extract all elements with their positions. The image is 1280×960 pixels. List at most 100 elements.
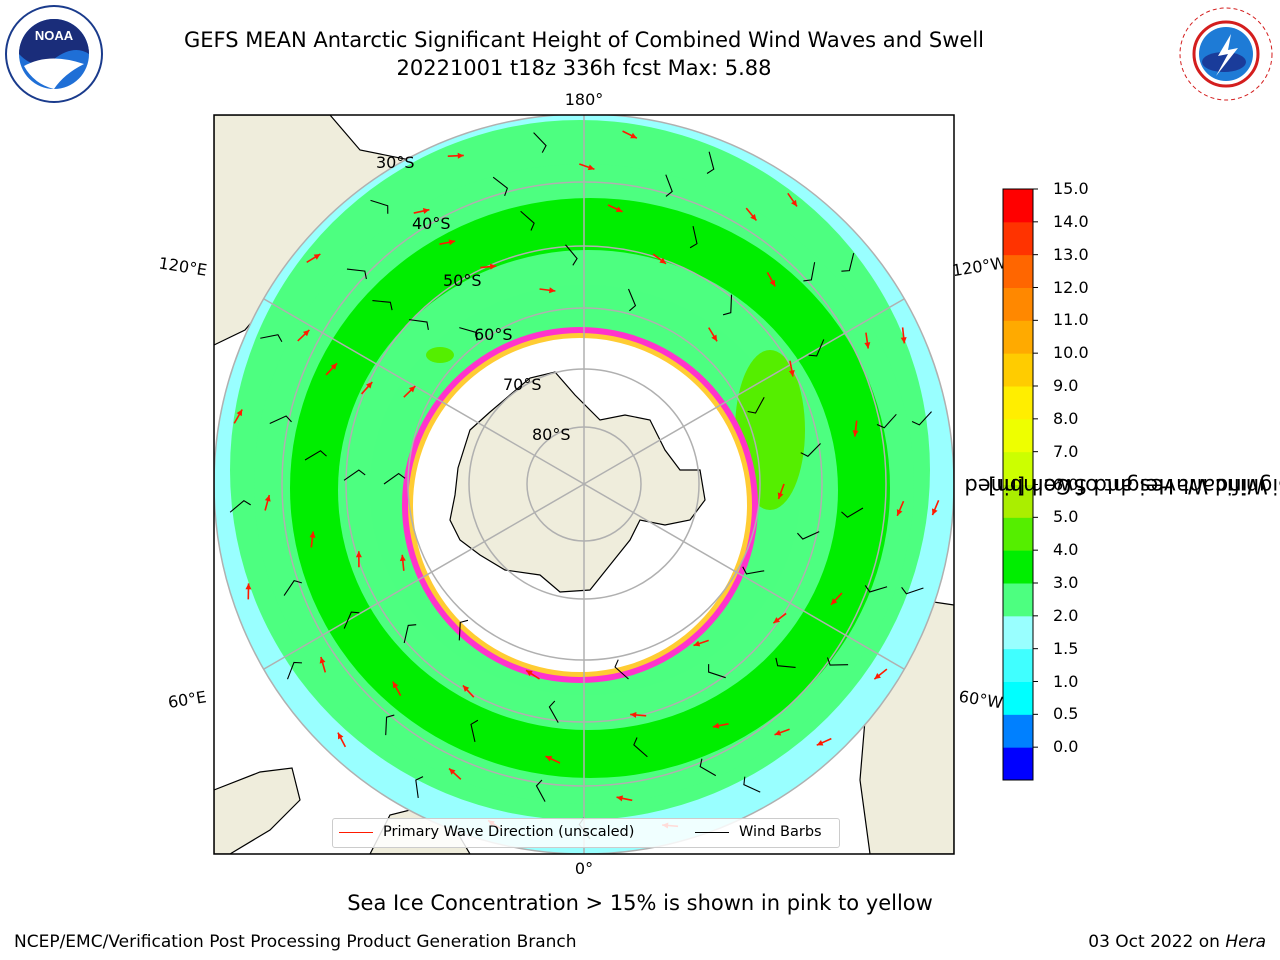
- colorbar-segment: [1003, 254, 1033, 288]
- africa-land: [214, 767, 301, 854]
- colorbar-segment: [1003, 221, 1033, 256]
- wind-barb: [747, 396, 765, 414]
- wind-barb: [269, 415, 292, 424]
- colorbar-tick-label: 2.0: [1053, 605, 1079, 625]
- wave-direction-arrowhead: [773, 617, 780, 624]
- wave-direction-arrowhead: [337, 732, 344, 740]
- wind-barb: [614, 659, 629, 680]
- footer-date: 03 Oct 2022 on Hera: [1088, 932, 1266, 952]
- colorbar-tick-label: 11.0: [1053, 310, 1089, 330]
- wind-barb: [911, 411, 932, 426]
- wave-direction-arrowhead: [900, 337, 907, 344]
- wind-barb: [383, 472, 406, 485]
- wind-barb: [470, 719, 479, 743]
- vector-layer: [229, 130, 940, 840]
- lon-label-120e: 120°E: [157, 253, 208, 279]
- wave-direction-arrowhead: [408, 386, 416, 393]
- wind-barb: [343, 469, 366, 481]
- wave-direction-arrowhead: [791, 199, 797, 207]
- wave-direction-arrowhead: [788, 370, 795, 377]
- wave-direction-arrowhead: [931, 508, 938, 516]
- wave-direction-arrowhead: [309, 531, 316, 538]
- wind-barb: [370, 199, 389, 214]
- lon-label-120w: 120°W: [951, 253, 1008, 280]
- colorbar-segment: [1003, 517, 1033, 551]
- colorbar-segment: [1003, 418, 1033, 453]
- wind-barb: [229, 499, 251, 513]
- wind-barb: [458, 619, 469, 641]
- wave-direction-arrowhead: [750, 213, 757, 221]
- wave-direction-arrowhead: [366, 382, 373, 389]
- colorbar-tick-label: 13.0: [1053, 244, 1089, 264]
- colorbar-tick-label: 9.0: [1053, 376, 1079, 395]
- chart-title: GEFS MEAN Antarctic Significant Height o…: [0, 26, 1168, 82]
- wave-direction-arrowhead: [874, 673, 881, 680]
- footer-credit: NCEP/EMC/Verification Post Processing Pr…: [14, 932, 577, 952]
- lon-label-60e: 60°E: [167, 687, 208, 712]
- sea-ice-note: Sea Ice Concentration > 15% is shown in …: [347, 891, 933, 915]
- wind-barb: [459, 327, 478, 341]
- wave-direction-arrowhead: [545, 756, 553, 762]
- graticule: [214, 115, 954, 854]
- lat-label-30s: 30°S: [376, 153, 415, 172]
- wave-direction-arrowhead: [549, 287, 556, 294]
- wave-direction-arrowhead: [264, 495, 271, 502]
- wind-barb: [722, 294, 733, 316]
- wind-barb: [797, 531, 820, 540]
- lat-label-50s: 50°S: [443, 271, 482, 290]
- wave-direction-arrowhead: [852, 430, 859, 437]
- colorbar-tick-label: 0.5: [1053, 704, 1079, 724]
- wave-direction-arrowhead: [355, 551, 362, 558]
- wind-barb: [627, 288, 637, 312]
- colorbar-tick-label: 1.0: [1053, 671, 1079, 691]
- wave-direction-arrowhead: [449, 768, 456, 775]
- wave-direction-arrowhead: [448, 239, 456, 246]
- wind-barb: [520, 210, 535, 231]
- wind-barb: [742, 566, 765, 575]
- colorbar-segment: [1003, 550, 1033, 584]
- wind-barb: [535, 779, 546, 802]
- nws-logo: [1179, 7, 1273, 101]
- colorbar-tick-label: 4.0: [1053, 540, 1079, 560]
- antarctica-land: [449, 371, 706, 593]
- wave-direction-arrowhead: [816, 740, 824, 746]
- wind-barb: [283, 580, 302, 596]
- wind-barb: [286, 661, 302, 680]
- wind-barb: [343, 611, 360, 629]
- wave-direction-arrowhead: [302, 329, 310, 337]
- legend-item-wind: Wind Barbs: [695, 824, 822, 840]
- wind-barb: [775, 657, 796, 668]
- wind-barb: [385, 714, 395, 736]
- title-line-1: GEFS MEAN Antarctic Significant Height o…: [183, 28, 985, 52]
- wave-direction-arrowhead: [896, 509, 903, 516]
- wind-barb: [876, 413, 897, 429]
- colorbar-tick-label: 5.0: [1053, 507, 1079, 527]
- lon-label-0: 0°: [575, 859, 593, 878]
- legend-label-wave: Primary Wave Direction (unscaled): [383, 824, 635, 840]
- wind-barb: [533, 132, 547, 153]
- colorbar-segment: [1003, 747, 1033, 781]
- colorbar-tick-label: 6.0: [1053, 474, 1079, 494]
- wave-direction-arrowhead: [712, 722, 720, 729]
- noaa-logo: NOAA: [5, 5, 103, 103]
- wave-direction-arrowhead: [615, 206, 623, 212]
- wave-direction-arrowhead: [462, 685, 470, 692]
- wind-barb: [743, 776, 761, 793]
- colorbar-tick-label: 12.0: [1053, 277, 1089, 297]
- colorbar-segment: [1003, 386, 1033, 420]
- wave-direction-arrowhead: [616, 795, 624, 802]
- wind-barb: [548, 700, 559, 723]
- wave-direction-arrowhead: [830, 598, 838, 605]
- colorbar-segment: [1003, 484, 1033, 518]
- colorbar-segment: [1003, 615, 1033, 650]
- colorbar-segment: [1003, 714, 1033, 748]
- colorbar-segment: [1003, 189, 1033, 223]
- map-legend: Primary Wave Direction (unscaled) Wind B…: [332, 818, 840, 848]
- wave-direction-arrowhead: [659, 257, 666, 264]
- colorbar-segment: [1003, 648, 1033, 682]
- wind-barb: [633, 737, 648, 758]
- colorbar-segment: [1003, 320, 1033, 354]
- wave-direction-arrowhead: [422, 208, 430, 214]
- lon-label-60w: 60°W: [958, 687, 1005, 713]
